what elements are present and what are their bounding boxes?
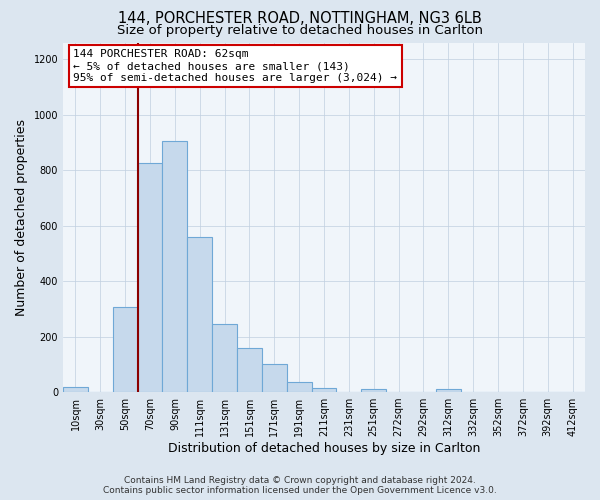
- Text: 144, PORCHESTER ROAD, NOTTINGHAM, NG3 6LB: 144, PORCHESTER ROAD, NOTTINGHAM, NG3 6L…: [118, 11, 482, 26]
- Bar: [436, 390, 461, 392]
- Bar: [137, 163, 163, 392]
- Bar: [237, 348, 262, 392]
- Bar: [262, 364, 287, 392]
- Bar: [63, 386, 88, 392]
- Bar: [113, 308, 137, 392]
- Text: Contains HM Land Registry data © Crown copyright and database right 2024.
Contai: Contains HM Land Registry data © Crown c…: [103, 476, 497, 495]
- Text: 144 PORCHESTER ROAD: 62sqm
← 5% of detached houses are smaller (143)
95% of semi: 144 PORCHESTER ROAD: 62sqm ← 5% of detac…: [73, 50, 397, 82]
- Text: Size of property relative to detached houses in Carlton: Size of property relative to detached ho…: [117, 24, 483, 37]
- Bar: [361, 390, 386, 392]
- Bar: [163, 141, 187, 392]
- Bar: [187, 236, 212, 392]
- Y-axis label: Number of detached properties: Number of detached properties: [15, 119, 28, 316]
- Bar: [311, 388, 337, 392]
- Bar: [212, 324, 237, 392]
- X-axis label: Distribution of detached houses by size in Carlton: Distribution of detached houses by size …: [168, 442, 480, 455]
- Bar: [287, 382, 311, 392]
